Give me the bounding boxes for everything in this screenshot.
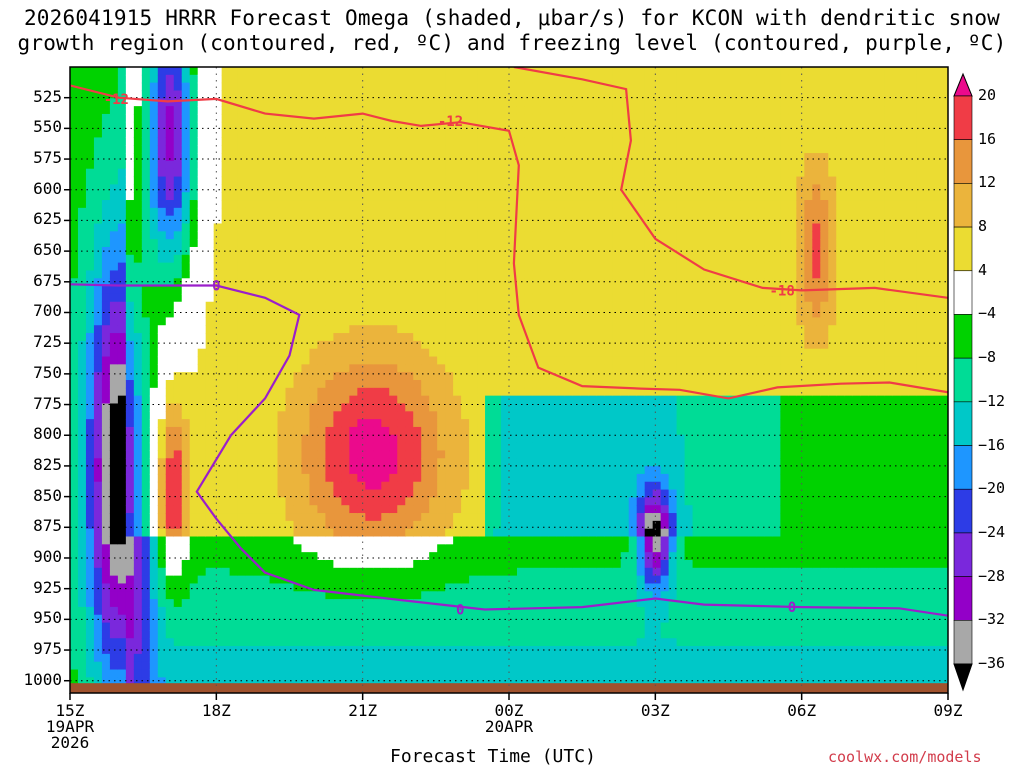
y-tick-label: 550	[33, 117, 62, 137]
colorbar-bin	[953, 314, 973, 359]
chart-title-line1: 2026041915 HRRR Forecast Omega (shaded, …	[23, 6, 1001, 30]
colorbar-bin	[953, 95, 973, 140]
colorbar-tick-label: −36	[978, 654, 1006, 672]
colorbar-tick-label: 16	[978, 129, 997, 148]
y-tick-label: 850	[33, 485, 62, 505]
colorbar-tick-label: 12	[978, 173, 997, 192]
credit-link[interactable]: coolwx.com/models	[828, 748, 982, 766]
colorbar-bin	[953, 576, 973, 621]
x-tick-label-line: 09Z	[933, 701, 963, 720]
x-tick-label: 06Z	[787, 703, 816, 719]
x-axis-label: Forecast Time (UTC)	[390, 746, 596, 767]
x-tick-label-line: 06Z	[787, 701, 817, 720]
colorbar-bin	[953, 620, 973, 665]
colorbar-bin	[953, 183, 973, 228]
colorbar-bin	[953, 270, 973, 315]
y-tick-label: 900	[33, 546, 62, 566]
y-tick-label: 1000	[23, 669, 62, 689]
contour-label-freezing-a: 0	[212, 278, 220, 294]
x-tick-label: 21Z	[348, 703, 377, 719]
colorbar-tick-label: 8	[978, 217, 988, 236]
y-tick-label: 875	[33, 516, 62, 536]
x-tick-label: 18Z	[202, 703, 231, 719]
omega-shading	[70, 67, 948, 693]
colorbar-bin	[953, 357, 973, 403]
contour-label-freezing-c: 0	[788, 600, 796, 616]
x-tick-label-line: 18Z	[201, 701, 231, 720]
colorbar-tick-label: −32	[978, 610, 1006, 629]
y-tick-label: 975	[33, 639, 62, 659]
colorbar-bin	[953, 532, 973, 577]
colorbar-bin	[953, 226, 973, 272]
colorbar-tick-label: −28	[978, 566, 1006, 585]
colorbar-top-triangle	[953, 72, 973, 97]
y-tick-label: 925	[33, 577, 62, 597]
x-tick-label-line: 21Z	[348, 701, 378, 720]
x-tick-label: 09Z	[934, 703, 963, 719]
colorbar-tick-label: −8	[978, 348, 997, 367]
x-tick-label-line: 15Z	[55, 701, 85, 720]
x-tick-label: 15Z 19APR 2026	[46, 703, 94, 751]
colorbar-bin	[953, 139, 973, 184]
colorbar-tick-label: −20	[978, 479, 1006, 498]
y-tick-label: 825	[33, 454, 62, 474]
y-tick-label: 950	[33, 608, 62, 628]
y-tick-label: 575	[33, 148, 62, 168]
colorbar-tick-label: 20	[978, 86, 997, 104]
x-tick-label-line: 2026	[50, 733, 90, 752]
colorbar-tick-label: −16	[978, 435, 1006, 454]
x-tick-label: 00Z 20APR	[485, 703, 533, 735]
colorbar-tick-label: −12	[978, 391, 1006, 410]
y-tick-label: 775	[33, 393, 62, 413]
y-tick-label: 600	[33, 178, 62, 198]
colorbar-bottom-triangle	[953, 663, 973, 692]
contour-label-dgz-a: -12	[104, 92, 129, 108]
contour-label-freezing-b: 0	[456, 603, 464, 619]
contour-label-dgz-b: -12	[438, 114, 463, 130]
y-tick-label: 750	[33, 362, 62, 382]
colorbar-tick-label: −24	[978, 522, 1006, 541]
colorbar-tick-label: 4	[978, 260, 988, 279]
y-tick-label: 800	[33, 424, 62, 444]
y-tick-label: 700	[33, 301, 62, 321]
y-tick-label: 525	[33, 86, 62, 106]
chart-title: 2026041915 HRRR Forecast Omega (shaded, …	[0, 6, 1024, 56]
x-tick-label-line: 20APR	[484, 717, 534, 736]
contour-line	[513, 67, 948, 299]
contour-line	[70, 84, 948, 400]
colorbar-bin	[953, 488, 973, 534]
ground-band	[70, 683, 948, 693]
colorbar-bin	[953, 401, 973, 446]
x-tick-label: 03Z	[641, 703, 670, 719]
y-tick-label: 625	[33, 209, 62, 229]
y-tick-label: 675	[33, 270, 62, 290]
y-tick-label: 650	[33, 240, 62, 260]
x-tick-label-line: 00Z	[494, 701, 524, 720]
colorbar-bin	[953, 445, 973, 490]
y-tick-label: 725	[33, 332, 62, 352]
x-tick-label-line: 03Z	[640, 701, 670, 720]
contour-label-dgz-c: -18	[770, 283, 795, 299]
x-tick-label-line: 19APR	[45, 717, 95, 736]
contour-line	[70, 283, 948, 617]
colorbar-tick-label: −4	[978, 304, 997, 323]
chart-title-line2: growth region (contoured, red, ºC) and f…	[17, 31, 1007, 55]
